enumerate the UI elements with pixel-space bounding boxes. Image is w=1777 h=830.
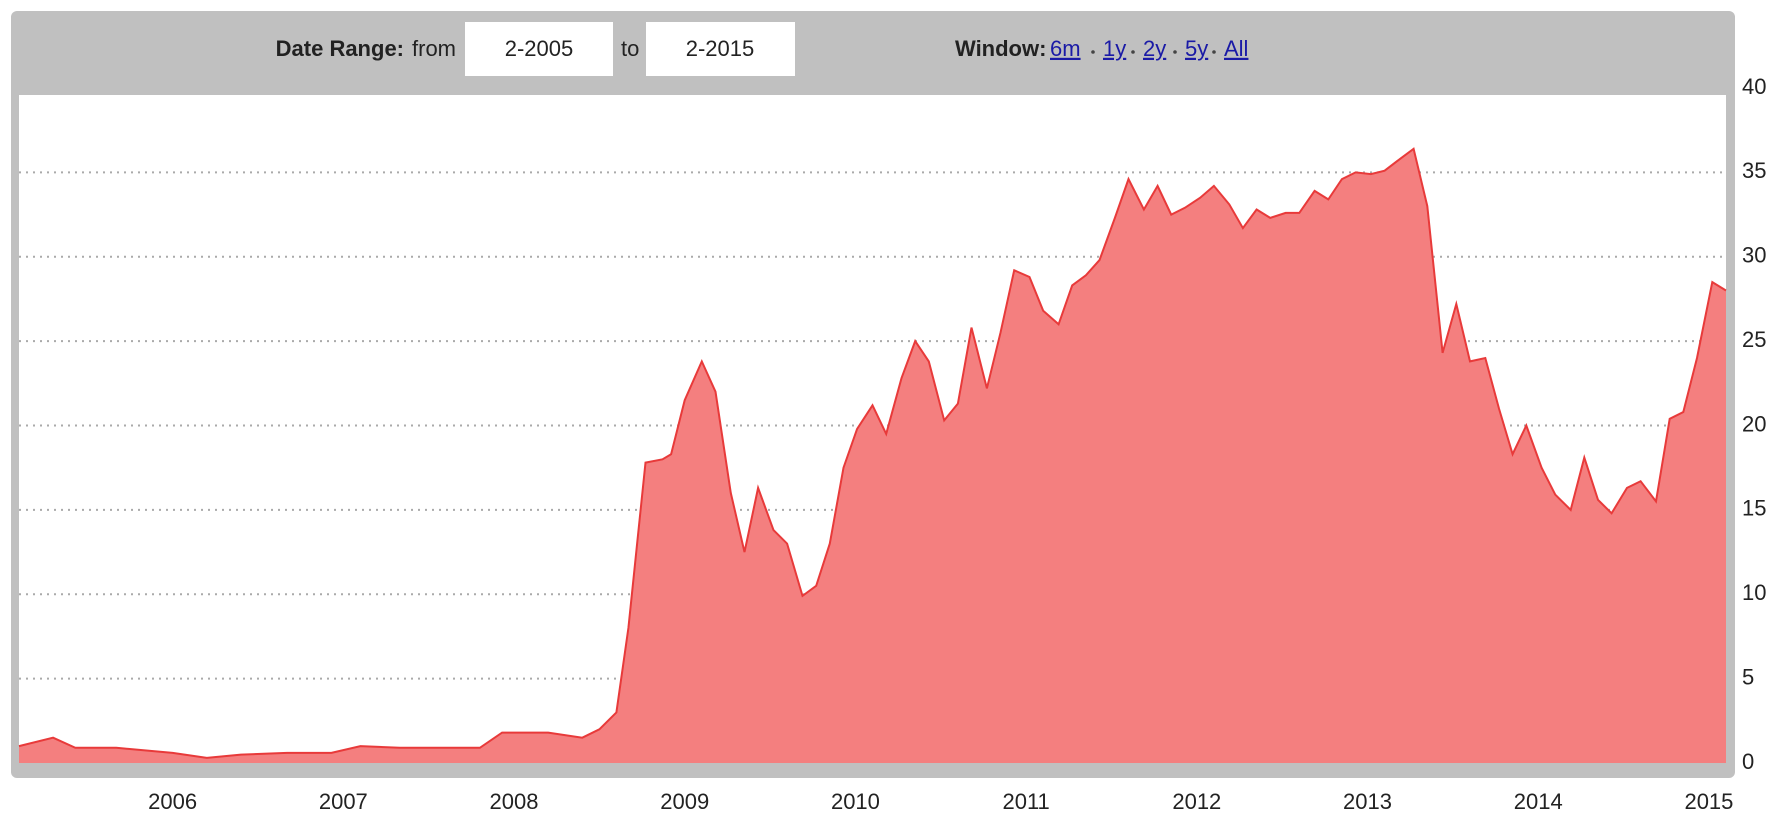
x-tick-label: 2006 [148,789,197,814]
x-tick-label: 2015 [1684,789,1733,814]
y-tick-label: 15 [1742,496,1766,521]
from-value[interactable]: 2-2005 [505,36,574,61]
separator-dot [1173,50,1177,54]
to-value[interactable]: 2-2015 [686,36,755,61]
y-tick-label: 0 [1742,749,1754,774]
x-tick-label: 2010 [831,789,880,814]
x-tick-label: 2008 [490,789,539,814]
x-tick-label: 2014 [1514,789,1563,814]
x-tick-label: 2013 [1343,789,1392,814]
to-label: to [621,36,639,61]
separator-dot [1131,50,1135,54]
window-link[interactable]: 5y [1185,36,1208,61]
separator-dot [1212,50,1216,54]
date-range-label: Date Range: [276,36,404,61]
to-input[interactable] [646,22,795,76]
x-tick-label: 2007 [319,789,368,814]
x-tick-label: 2009 [660,789,709,814]
from-label: from [412,36,456,61]
window-link[interactable]: 6m [1050,36,1081,61]
window-link[interactable]: All [1224,36,1248,61]
y-tick-label: 35 [1742,158,1766,183]
y-tick-label: 10 [1742,580,1766,605]
from-input[interactable] [465,22,613,76]
y-tick-label: 40 [1742,74,1766,99]
y-tick-label: 30 [1742,243,1766,268]
x-tick-label: 2012 [1172,789,1221,814]
y-tick-label: 25 [1742,327,1766,352]
separator-dot [1091,50,1095,54]
area [19,148,1726,764]
window-label: Window: [955,36,1046,61]
x-tick-label: 2011 [1002,789,1049,814]
window-link[interactable]: 2y [1143,36,1166,61]
y-tick-label: 5 [1742,664,1754,689]
window-link[interactable]: 1y [1103,36,1126,61]
y-tick-label: 20 [1742,411,1766,436]
line [18,147,1727,759]
